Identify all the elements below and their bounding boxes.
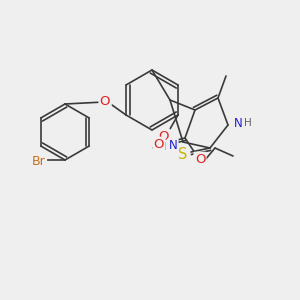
Text: H: H — [159, 142, 167, 152]
Text: O: O — [159, 130, 169, 143]
Text: H: H — [244, 118, 252, 128]
Text: O: O — [100, 95, 110, 108]
Text: O: O — [195, 153, 205, 166]
Text: S: S — [178, 147, 188, 162]
Text: Br: Br — [32, 155, 46, 168]
Text: N: N — [169, 139, 177, 152]
Text: N: N — [234, 117, 242, 130]
Text: O: O — [154, 138, 164, 151]
